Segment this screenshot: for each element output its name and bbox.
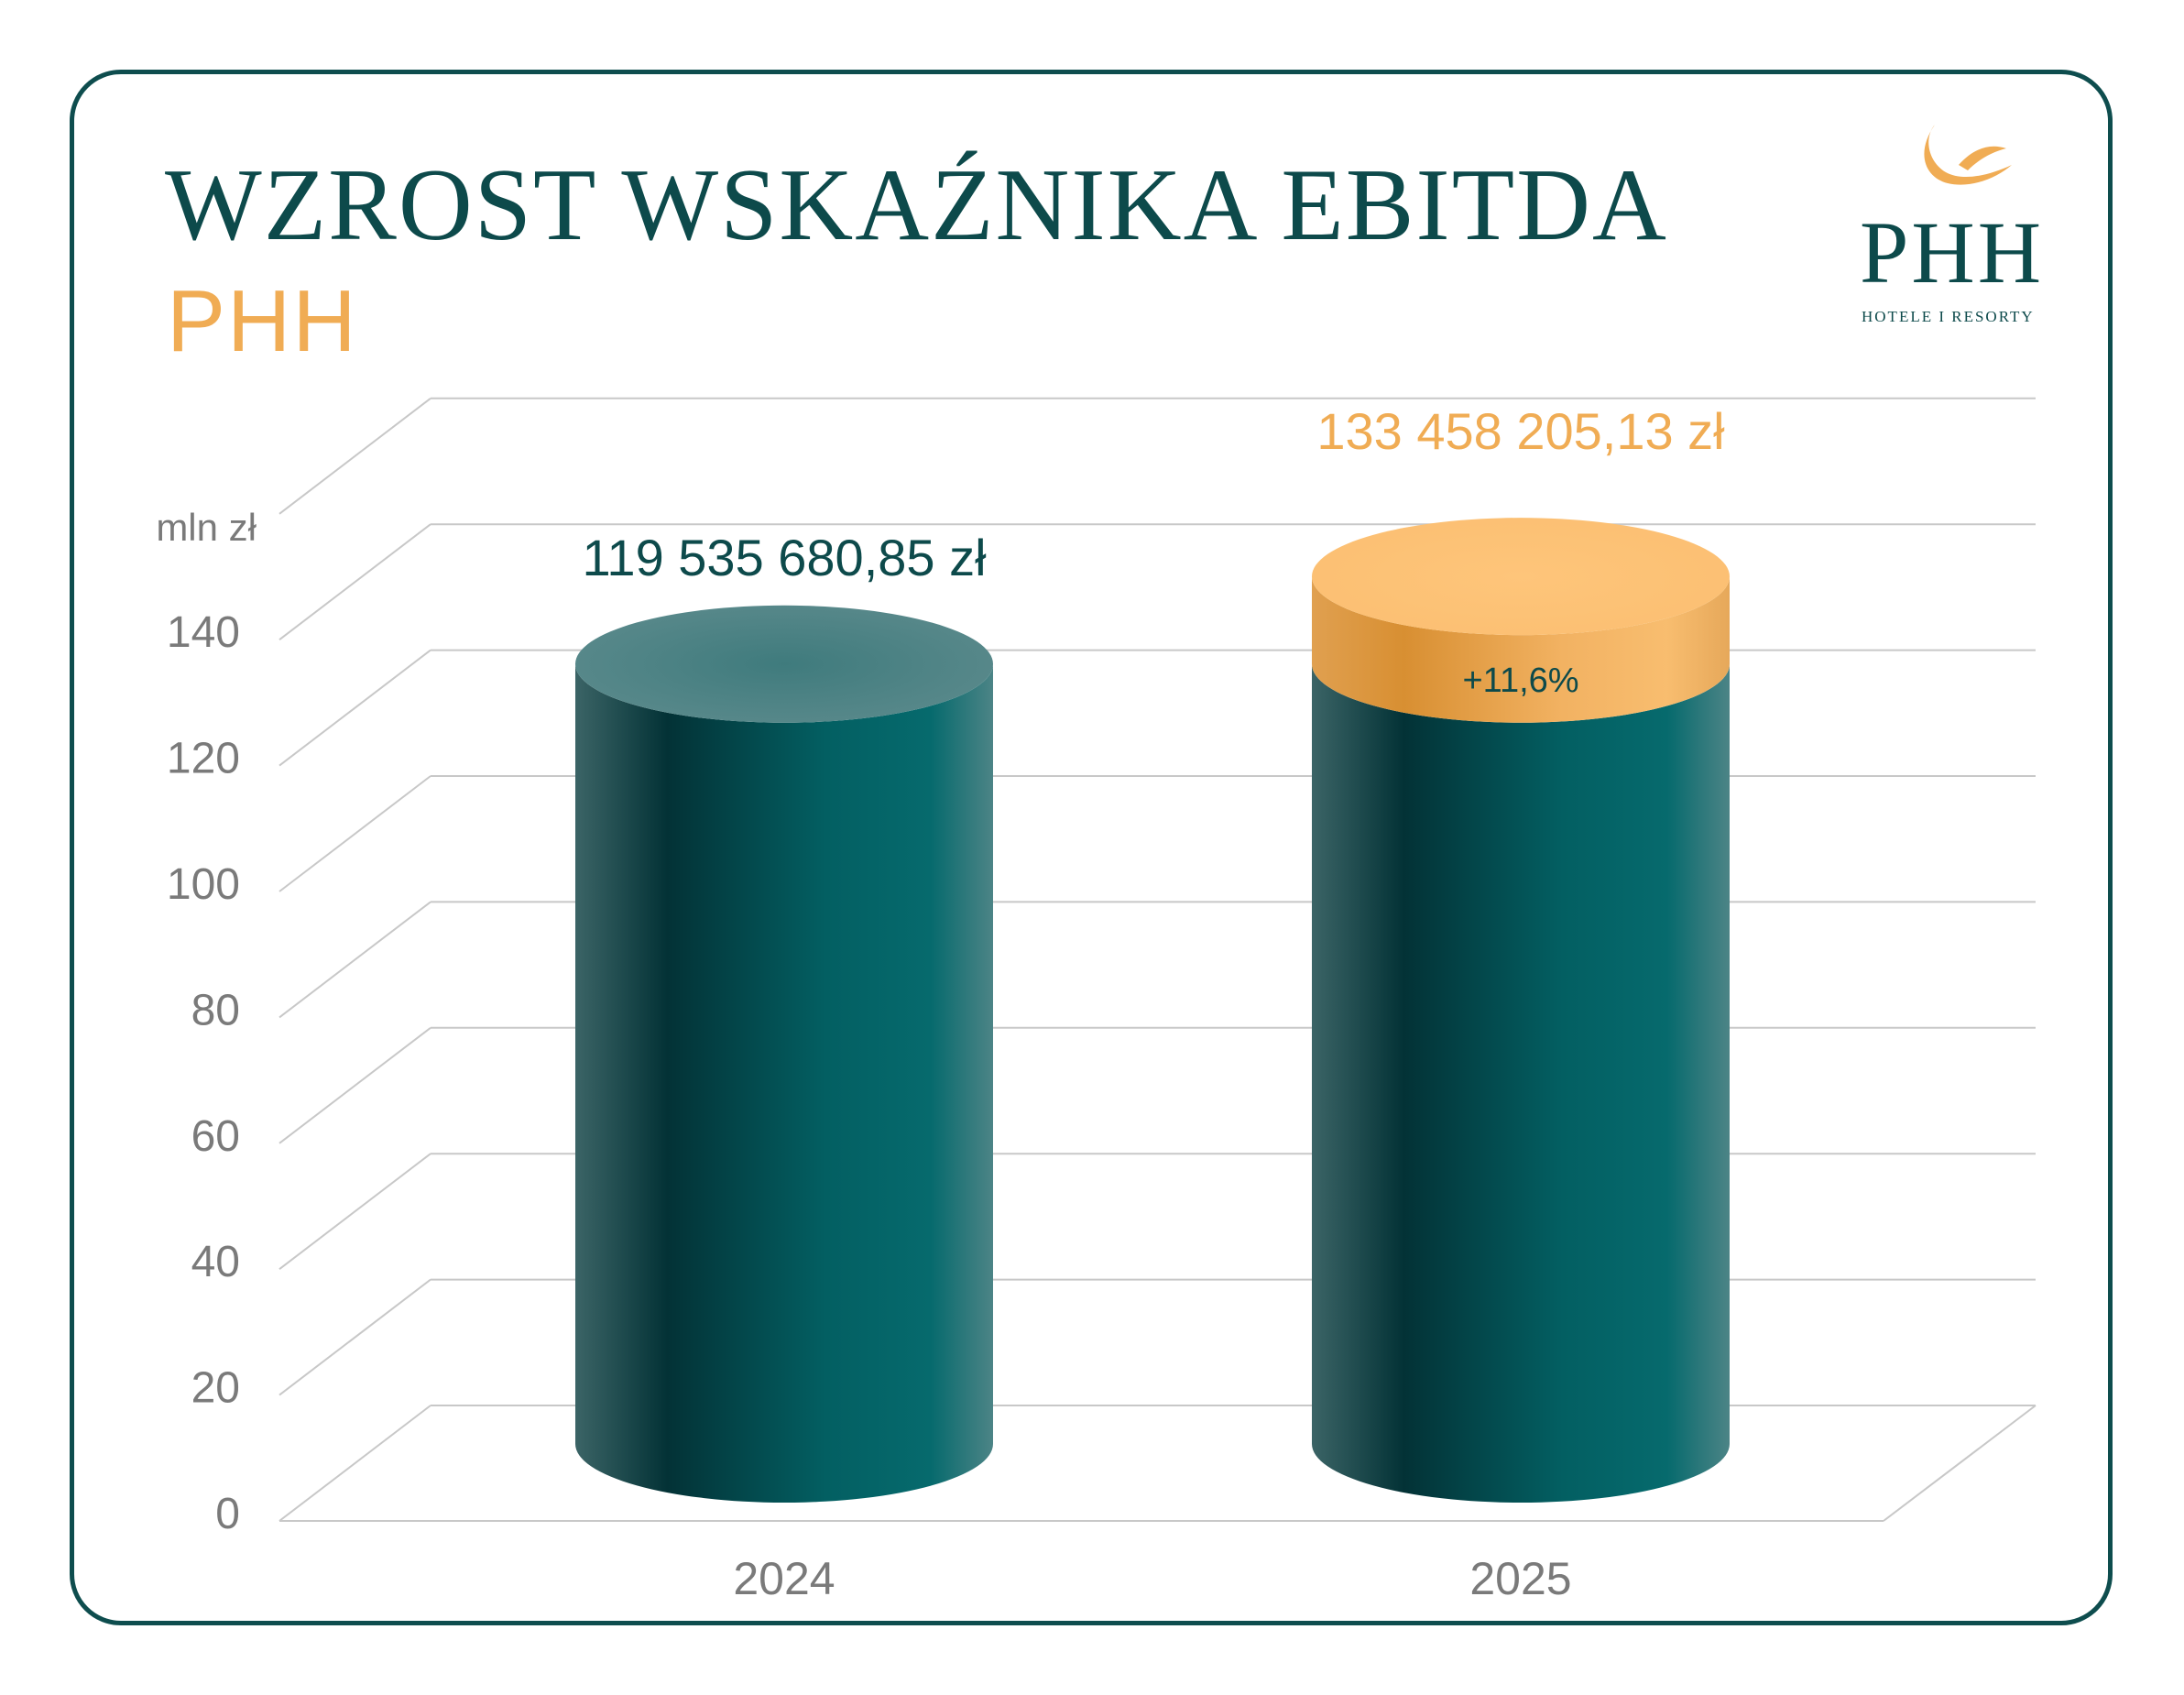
gridline-side	[278, 1278, 431, 1396]
floor-right-edge	[1883, 1405, 2037, 1522]
bar-2024-body	[575, 663, 993, 1503]
y-tick-label: 120	[167, 735, 240, 783]
gridline-side	[278, 1153, 431, 1270]
bar-2025-base-body	[1312, 663, 1730, 1503]
chart-subtitle: PHH	[167, 272, 358, 370]
card-frame	[70, 70, 2113, 1625]
value-label-2025: 133 458 205,13 zł	[1316, 402, 1725, 460]
gridline-side	[278, 901, 431, 1019]
labels: 2024 +11,6% 2025 119 535 680,85 zł 133 458 2…	[582, 402, 1725, 1604]
logo-wordmark: PHH	[1860, 203, 2045, 301]
chart-title: WZROST WSKAŹNIKA EBITDA	[165, 148, 1668, 262]
y-tick-label: 80	[191, 986, 240, 1034]
value-label-2024: 119 535 680,85 zł	[582, 529, 987, 586]
y-axis: 0 20 40 60 80 100 120 140 mln zł	[156, 506, 257, 1538]
gridline-side	[278, 775, 431, 892]
y-axis-unit-label: mln zł	[156, 506, 257, 549]
y-tick-label: 20	[191, 1364, 240, 1413]
increase-label: +11,6%	[1462, 662, 1578, 700]
bar-2024-top	[575, 605, 993, 723]
x-tick-label: 2024	[733, 1553, 835, 1604]
y-tick-label: 100	[167, 860, 240, 909]
bar-2025-increase-body	[1312, 576, 1730, 723]
gridline-side	[278, 649, 431, 767]
gridline-side	[278, 523, 431, 640]
swallow-icon	[1924, 125, 2012, 185]
gridline-side	[278, 398, 431, 515]
logo-tagline: HOTELE I RESORTY	[1862, 308, 2035, 325]
phh-logo: PHH HOTELE I RESORTY	[1851, 117, 2052, 328]
bars	[575, 518, 1730, 1503]
y-tick-label: 60	[191, 1112, 240, 1161]
grid	[278, 397, 2037, 1522]
gridline-side	[278, 1027, 431, 1144]
gridline-side	[278, 1405, 431, 1522]
y-tick-label: 140	[167, 608, 240, 657]
x-tick-label: 2025	[1469, 1553, 1571, 1604]
bar-2025-increase-top	[1312, 518, 1730, 636]
y-tick-label: 0	[215, 1490, 240, 1538]
y-tick-label: 40	[191, 1238, 240, 1286]
